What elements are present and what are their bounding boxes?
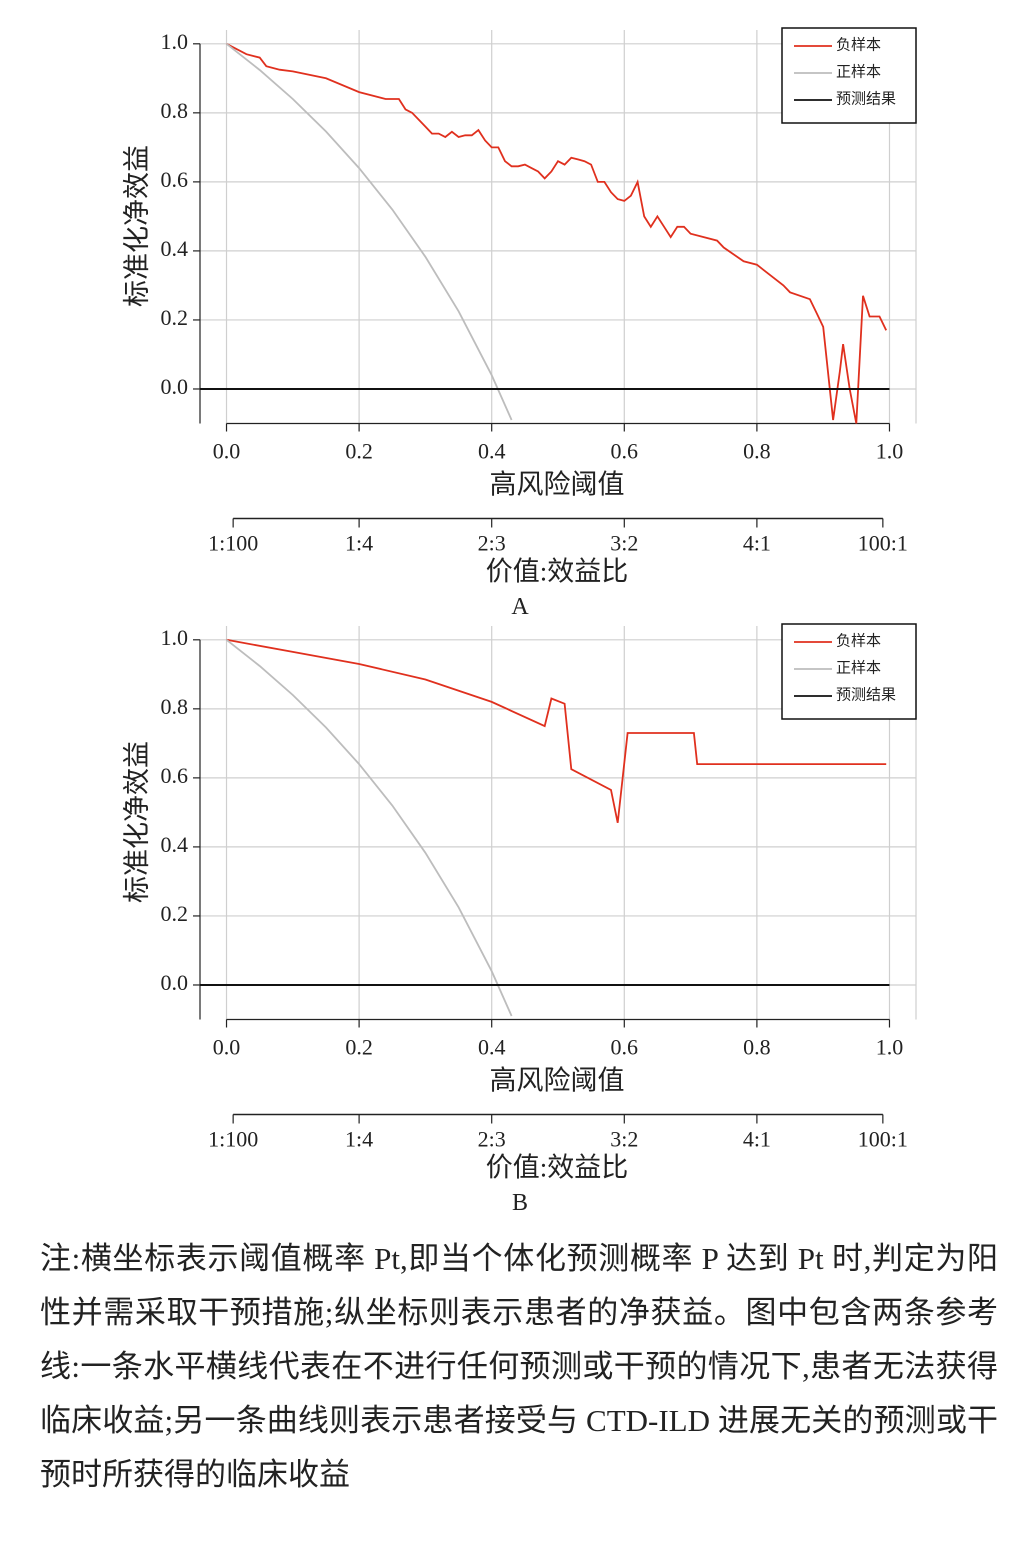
x2-tick-label: 1:4 (345, 531, 373, 556)
x-tick-label: 0.2 (345, 1035, 373, 1060)
y-axis-label: 标准化净效益 (122, 741, 152, 903)
legend-label: 正样本 (836, 63, 881, 80)
y-tick-label: 0.0 (161, 970, 189, 995)
series-line (225, 639, 513, 1017)
x2-tick-label: 2:3 (478, 531, 506, 556)
x-tick-label: 0.0 (213, 1035, 241, 1060)
legend-label: 负样本 (836, 632, 881, 649)
x2-tick-label: 4:1 (743, 531, 771, 556)
legend-label: 预测结果 (836, 90, 896, 107)
x2-tick-label: 4:1 (743, 1127, 771, 1152)
legend-label: 负样本 (836, 36, 881, 53)
y-tick-label: 0.4 (161, 236, 189, 261)
legend-label: 预测结果 (836, 686, 896, 703)
x-tick-label: 0.4 (478, 439, 506, 464)
panel-label: B (512, 1190, 528, 1216)
y-tick-label: 0.2 (161, 305, 189, 330)
x2-tick-label: 1:4 (345, 1127, 373, 1152)
series-line (226, 638, 887, 823)
y-tick-label: 0.0 (161, 374, 189, 399)
x-tick-label: 0.2 (345, 439, 373, 464)
x-tick-label: 0.6 (611, 1035, 639, 1060)
legend-box (781, 27, 917, 124)
y-tick-label: 0.2 (161, 901, 189, 926)
y-tick-label: 0.8 (161, 694, 189, 719)
x2-tick-label: 1:100 (208, 1127, 258, 1152)
y-tick-label: 0.4 (161, 832, 189, 857)
x-tick-label: 0.8 (743, 1035, 771, 1060)
x-tick-label: 0.4 (478, 1035, 506, 1060)
legend-box (781, 623, 917, 720)
series-line (225, 43, 513, 421)
x2-tick-label: 2:3 (478, 1127, 506, 1152)
x2-tick-label: 100:1 (858, 531, 908, 556)
x2-tick-label: 100:1 (858, 1127, 908, 1152)
y-tick-label: 1.0 (161, 625, 189, 650)
chart: 0.0 0.2 0.4 0.6 0.8 1.0 0.0 0.2 0.4 0.6 0.8 1.0 负样本正… (122, 27, 917, 620)
x-axis-label: 高风险阈值 (490, 470, 625, 500)
x2-tick-label: 1:100 (208, 531, 258, 556)
x-tick-label: 0.6 (611, 439, 639, 464)
note: 注:横坐标表示阈值概率 Pt,即当个体化预测概率 P 达到 Pt 时,判定为阳性… (40, 1241, 998, 1492)
series-line (226, 43, 888, 424)
x-tick-label: 1.0 (876, 439, 904, 464)
y-tick-label: 0.8 (161, 98, 189, 123)
x-axis-label: 高风险阈值 (490, 1066, 625, 1096)
x-tick-label: 1.0 (876, 1035, 904, 1060)
x-tick-label: 0.8 (743, 439, 771, 464)
x2-axis-label: 价值:效益比 (486, 1153, 629, 1183)
legend-label: 正样本 (836, 659, 881, 676)
y-tick-label: 0.6 (161, 763, 189, 788)
panel-label: A (511, 594, 529, 620)
x2-axis-label: 价值:效益比 (486, 557, 629, 587)
chart: 0.0 0.2 0.4 0.6 0.8 1.0 0.0 0.2 0.4 0.6 0.8 1.0 负样本正… (122, 623, 917, 1216)
y-axis-label: 标准化净效益 (122, 145, 152, 307)
x2-tick-label: 3:2 (610, 1127, 638, 1152)
y-tick-label: 1.0 (161, 29, 189, 54)
y-tick-label: 0.6 (161, 167, 189, 192)
x-tick-label: 0.0 (213, 439, 241, 464)
x2-tick-label: 3:2 (610, 531, 638, 556)
